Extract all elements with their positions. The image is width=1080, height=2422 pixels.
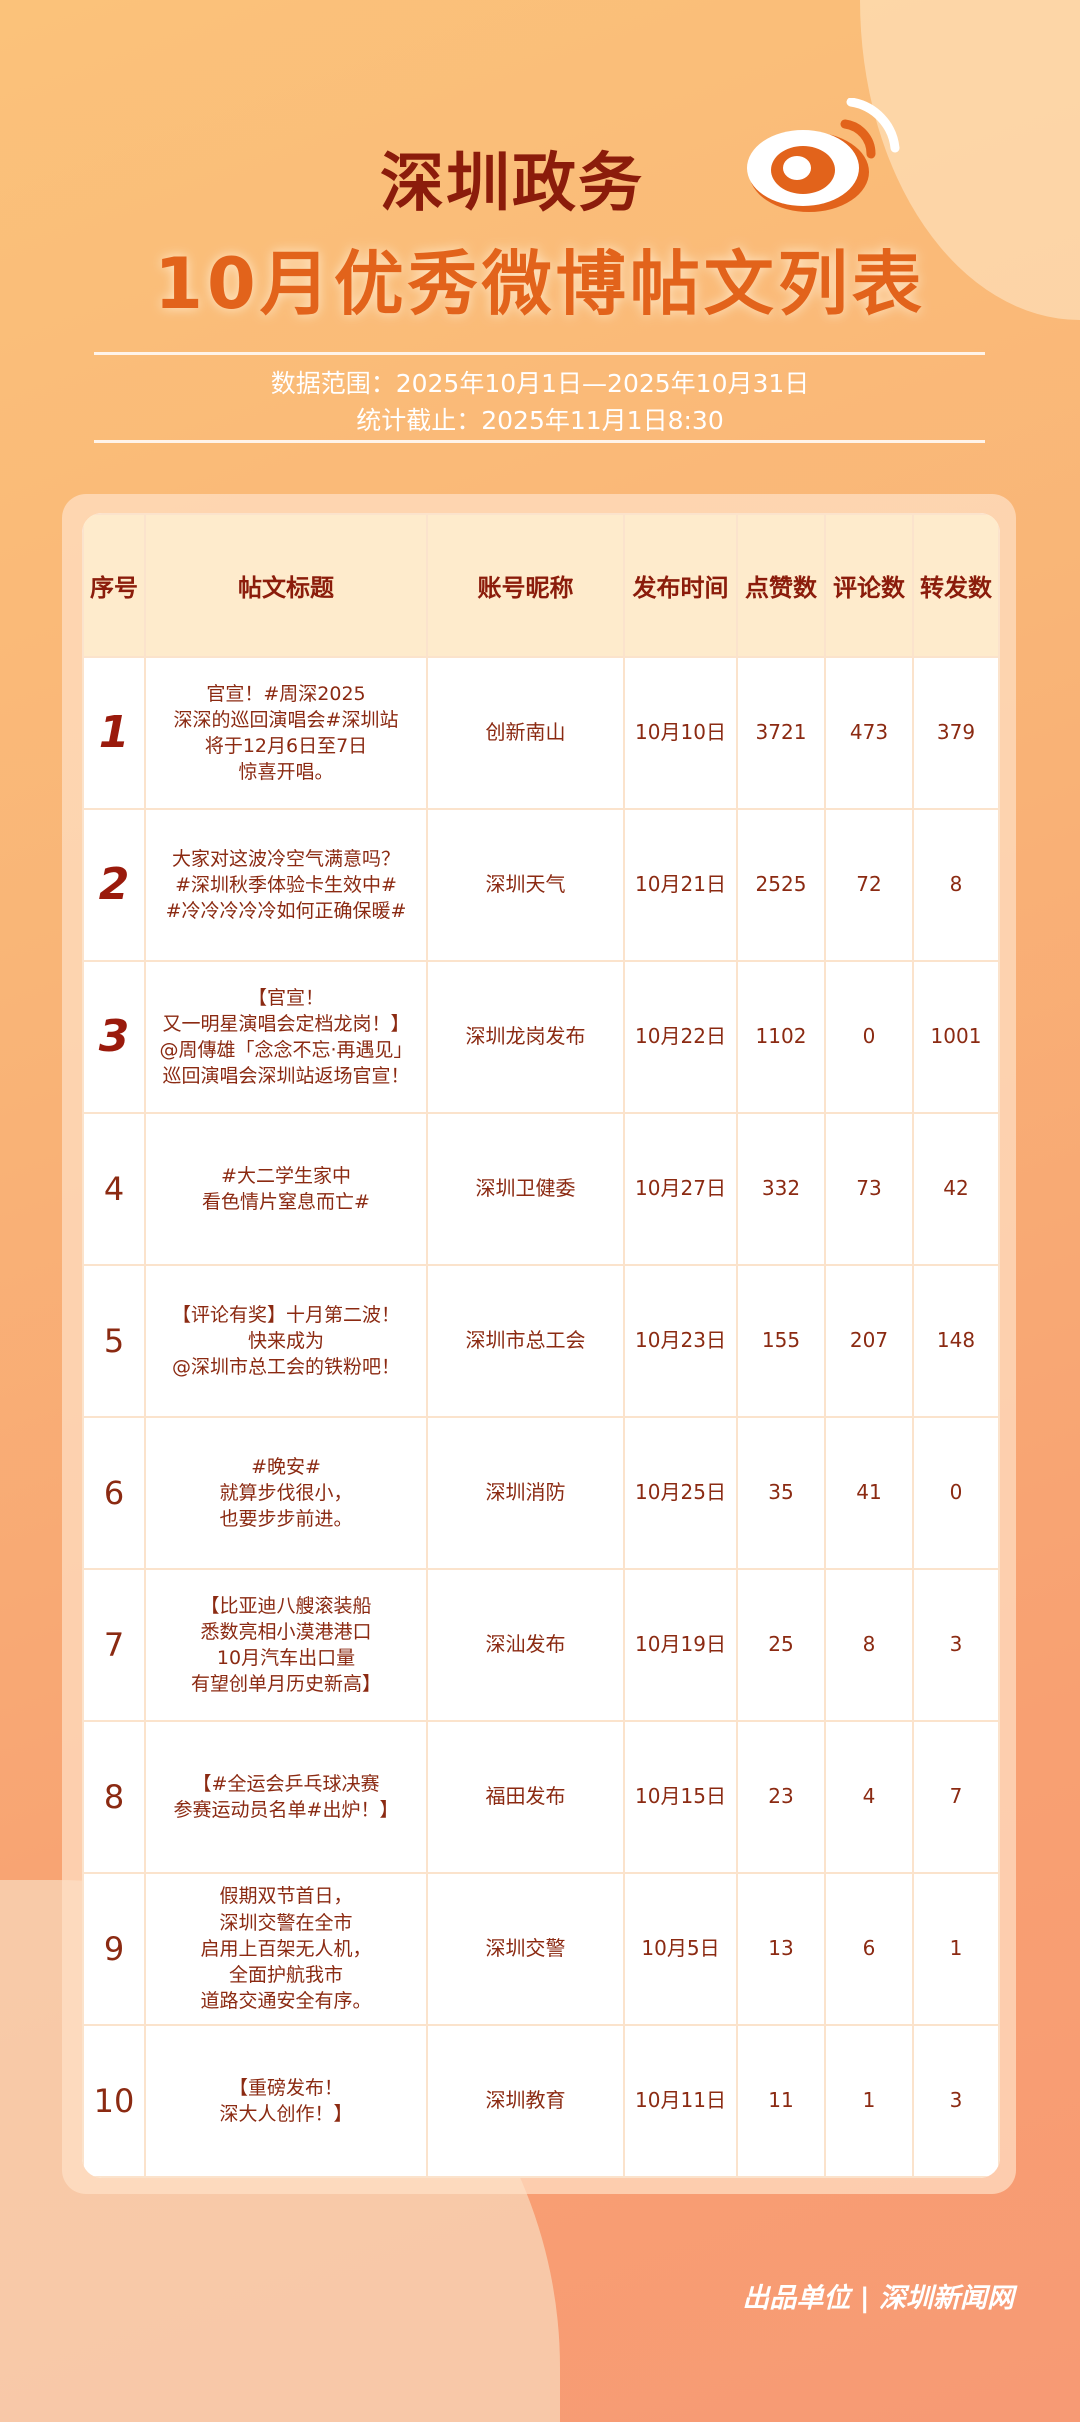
publish-date: 10月22日: [623, 960, 738, 1114]
table-row: 3 【官宣！ 又一明星演唱会定档龙岗！】 @周傳雄「念念不忘·再遇见」 巡回演唱会…: [82, 960, 1000, 1114]
table-row: 7 【比亚迪八艘滚装船 悉数亮相小漠港港口 10月汽车出口量 有望创单月历史新高】…: [82, 1568, 1000, 1722]
post-title: 【官宣！ 又一明星演唱会定档龙岗！】 @周傳雄「念念不忘·再遇见」 巡回演唱会深…: [144, 960, 428, 1114]
comments-count: 73: [824, 1112, 914, 1266]
rank-cell: 10: [82, 2024, 146, 2178]
column-header: 点赞数: [736, 513, 826, 658]
account-name: 深圳交警: [426, 1872, 625, 2026]
account-name: 深圳天气: [426, 808, 625, 962]
column-header: 转发数: [912, 513, 1000, 658]
reposts-count: 3: [912, 1568, 1000, 1722]
comments-count: 6: [824, 1872, 914, 2026]
reposts-count: 1: [912, 1872, 1000, 2026]
publish-date: 10月5日: [623, 1872, 738, 2026]
column-header: 序号: [82, 513, 146, 658]
post-title: 【评论有奖】十月第二波！ 快来成为 @深圳市总工会的铁粉吧！: [144, 1264, 428, 1418]
reposts-count: 8: [912, 808, 1000, 962]
account-name: 深汕发布: [426, 1568, 625, 1722]
table-row: 2 大家对这波冷空气满意吗？ #深圳秋季体验卡生效中# #冷冷冷冷冷如何正确保暖#…: [82, 808, 1000, 962]
publish-date: 10月25日: [623, 1416, 738, 1570]
column-header: 发布时间: [623, 513, 738, 658]
account-name: 深圳消防: [426, 1416, 625, 1570]
rank-cell: 5: [82, 1264, 146, 1418]
rank-cell: 8: [82, 1720, 146, 1874]
reposts-count: 379: [912, 656, 1000, 810]
likes-count: 2525: [736, 808, 826, 962]
rank-cell: 7: [82, 1568, 146, 1722]
table-row: 8 【#全运会乒乓球决赛 参赛运动员名单#出炉！】 福田发布 10月15日 23 4 7: [82, 1720, 1000, 1874]
reposts-count: 42: [912, 1112, 1000, 1266]
posts-table: 序号 帖文标题 账号昵称 发布时间 点赞数 评论数 转发数 1 官宣！#周深2025 深深的巡…: [82, 513, 1000, 2178]
column-header: 评论数: [824, 513, 914, 658]
publish-date: 10月10日: [623, 656, 738, 810]
comments-count: 473: [824, 656, 914, 810]
reposts-count: 7: [912, 1720, 1000, 1874]
publish-date: 10月21日: [623, 808, 738, 962]
likes-count: 3721: [736, 656, 826, 810]
table-row: 4 #大二学生家中 看色情片窒息而亡# 深圳卫健委 10月27日 332 73 42: [82, 1112, 1000, 1266]
weibo-logo-icon: [747, 98, 900, 212]
account-name: 深圳市总工会: [426, 1264, 625, 1418]
publish-date: 10月23日: [623, 1264, 738, 1418]
likes-count: 35: [736, 1416, 826, 1570]
column-header: 帖文标题: [144, 513, 428, 658]
table-row: 5 【评论有奖】十月第二波！ 快来成为 @深圳市总工会的铁粉吧！ 深圳市总工会 10月…: [82, 1264, 1000, 1418]
post-title: 【重磅发布！ 深大人创作！】: [144, 2024, 428, 2178]
comments-count: 72: [824, 808, 914, 962]
table-row: 10 【重磅发布！ 深大人创作！】 深圳教育 10月11日 11 1 3: [82, 2024, 1000, 2178]
rank-cell: 1: [82, 656, 146, 810]
account-name: 深圳教育: [426, 2024, 625, 2178]
rank-cell: 6: [82, 1416, 146, 1570]
comments-count: 1: [824, 2024, 914, 2178]
account-name: 创新南山: [426, 656, 625, 810]
rank-cell: 3: [82, 960, 146, 1114]
post-title: 【比亚迪八艘滚装船 悉数亮相小漠港港口 10月汽车出口量 有望创单月历史新高】: [144, 1568, 428, 1722]
reposts-count: 0: [912, 1416, 1000, 1570]
likes-count: 155: [736, 1264, 826, 1418]
table-row: 9 假期双节首日， 深圳交警在全市 启用上百架无人机， 全面护航我市 道路交通安全…: [82, 1872, 1000, 2026]
rank-cell: 9: [82, 1872, 146, 2026]
publish-date: 10月11日: [623, 2024, 738, 2178]
likes-count: 332: [736, 1112, 826, 1266]
account-name: 深圳卫健委: [426, 1112, 625, 1266]
column-header: 账号昵称: [426, 513, 625, 658]
likes-count: 11: [736, 2024, 826, 2178]
post-title: 假期双节首日， 深圳交警在全市 启用上百架无人机， 全面护航我市 道路交通安全有…: [144, 1872, 428, 2026]
comments-count: 0: [824, 960, 914, 1114]
reposts-count: 1001: [912, 960, 1000, 1114]
publish-date: 10月19日: [623, 1568, 738, 1722]
publish-date: 10月27日: [623, 1112, 738, 1266]
likes-count: 1102: [736, 960, 826, 1114]
reposts-count: 148: [912, 1264, 1000, 1418]
reposts-count: 3: [912, 2024, 1000, 2178]
rank-cell: 4: [82, 1112, 146, 1266]
post-title: 大家对这波冷空气满意吗？ #深圳秋季体验卡生效中# #冷冷冷冷冷如何正确保暖#: [144, 808, 428, 962]
post-title: 官宣！#周深2025 深深的巡回演唱会#深圳站 将于12月6日至7日 惊喜开唱。: [144, 656, 428, 810]
post-title: #大二学生家中 看色情片窒息而亡#: [144, 1112, 428, 1266]
data-range: 数据范围：2025年10月1日—2025年10月31日: [270, 369, 810, 398]
table-row: 6 #晚安# 就算步伐很小， 也要步步前进。 深圳消防 10月25日 35 41 0: [82, 1416, 1000, 1570]
divider: [94, 440, 985, 443]
footer-credit: 出品单位 | 深圳新闻网: [742, 2283, 1014, 2314]
title-line1: 深圳政务: [380, 147, 644, 221]
comments-count: 207: [824, 1264, 914, 1418]
comments-count: 41: [824, 1416, 914, 1570]
account-name: 深圳龙岗发布: [426, 960, 625, 1114]
publish-date: 10月15日: [623, 1720, 738, 1874]
table-header: 序号 帖文标题 账号昵称 发布时间 点赞数 评论数 转发数: [82, 513, 1000, 658]
comments-count: 4: [824, 1720, 914, 1874]
post-title: #晚安# 就算步伐很小， 也要步步前进。: [144, 1416, 428, 1570]
likes-count: 23: [736, 1720, 826, 1874]
post-title: 【#全运会乒乓球决赛 参赛运动员名单#出炉！】: [144, 1720, 428, 1874]
account-name: 福田发布: [426, 1720, 625, 1874]
likes-count: 25: [736, 1568, 826, 1722]
table-row: 1 官宣！#周深2025 深深的巡回演唱会#深圳站 将于12月6日至7日 惊喜开唱…: [82, 656, 1000, 810]
cutoff-time: 统计截止：2025年11月1日8:30: [356, 406, 724, 435]
divider: [94, 352, 985, 355]
rank-cell: 2: [82, 808, 146, 962]
title-line2: 10月优秀微博帖文列表: [154, 243, 926, 325]
likes-count: 13: [736, 1872, 826, 2026]
comments-count: 8: [824, 1568, 914, 1722]
